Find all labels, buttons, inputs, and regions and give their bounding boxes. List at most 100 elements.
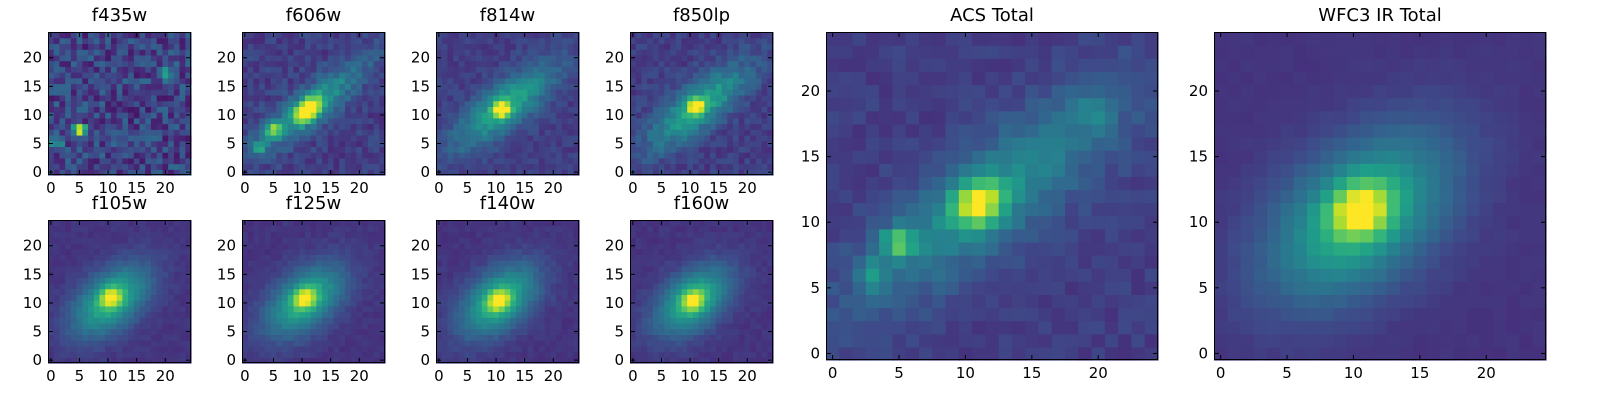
heatmap-cell <box>476 271 483 278</box>
heatmap-cell <box>379 294 386 301</box>
heatmap-cell <box>476 89 483 96</box>
heatmap-cell <box>344 317 352 324</box>
heatmap-cell <box>276 140 283 147</box>
heatmap-cell <box>755 66 763 73</box>
heatmap-cell <box>664 351 671 358</box>
heatmap-cell <box>681 54 688 62</box>
heatmap-cell <box>476 277 483 284</box>
heatmap-cell <box>53 357 61 364</box>
heatmap-cell <box>715 300 723 307</box>
heatmap-cell <box>561 54 569 62</box>
heatmap-cell <box>441 112 449 119</box>
heatmap-cell <box>82 294 89 301</box>
heatmap-cell <box>299 157 306 165</box>
heatmap-cell <box>99 66 106 73</box>
heatmap-cell <box>276 146 283 153</box>
heatmap-cell <box>264 32 272 39</box>
heatmap-cell <box>344 43 352 50</box>
heatmap-cell <box>521 60 529 67</box>
heatmap-cell <box>647 157 654 165</box>
heatmap-cell <box>356 322 363 330</box>
y-tick-label: 5 <box>32 135 42 153</box>
heatmap-cell <box>744 37 751 45</box>
heatmap-cell <box>692 340 700 347</box>
heatmap-cell <box>441 242 449 250</box>
heatmap-cell <box>447 305 454 313</box>
heatmap-cell <box>675 129 683 136</box>
heatmap-cell <box>327 277 335 284</box>
heatmap-cell <box>99 117 106 125</box>
heatmap-cell <box>761 340 768 347</box>
heatmap-cell <box>150 134 158 142</box>
heatmap-cell <box>282 305 289 313</box>
heatmap-cell <box>362 265 369 273</box>
heatmap-cell <box>150 94 158 102</box>
heatmap-cell <box>150 351 158 358</box>
heatmap-cell <box>658 311 665 318</box>
heatmap-cell <box>561 106 569 113</box>
heatmap-cell <box>339 277 346 284</box>
heatmap-cell <box>527 83 534 90</box>
heatmap-cell <box>521 265 529 273</box>
heatmap-cell <box>247 288 255 295</box>
heatmap-cell <box>299 152 306 159</box>
heatmap-cell <box>116 220 123 227</box>
heatmap-cell <box>721 152 728 159</box>
heatmap-cell <box>145 129 152 136</box>
heatmap-cell <box>59 123 66 130</box>
heatmap-cell <box>692 106 700 113</box>
heatmap-cell <box>738 357 745 364</box>
heatmap-cell <box>647 89 654 96</box>
heatmap-cell <box>76 300 83 307</box>
heatmap-cell <box>53 112 61 119</box>
heatmap-cell <box>93 152 101 159</box>
heatmap-cell <box>116 351 123 358</box>
heatmap-cell <box>48 225 55 233</box>
heatmap-cell <box>168 100 175 107</box>
heatmap-cell <box>670 146 677 153</box>
heatmap-cell <box>53 351 61 358</box>
heatmap-cell <box>635 49 643 56</box>
heatmap-cell <box>168 146 175 153</box>
heatmap-cell <box>761 106 768 113</box>
x-tick-label: 15 <box>515 367 534 385</box>
heatmap-cell <box>567 134 574 142</box>
heatmap-cell <box>567 83 574 90</box>
heatmap-cell <box>293 351 300 358</box>
heatmap-cell <box>493 248 500 255</box>
heatmap-cell <box>447 282 454 290</box>
heatmap-cell <box>242 277 249 284</box>
heatmap-cell <box>664 72 671 79</box>
heatmap-cell <box>168 357 175 364</box>
heatmap-cell <box>464 322 471 330</box>
heatmap-cell <box>316 37 323 45</box>
heatmap-cell <box>544 129 551 136</box>
heatmap-cell <box>247 248 255 255</box>
heatmap-cell <box>641 152 648 159</box>
heatmap-cell <box>344 231 352 238</box>
heatmap-cell <box>687 300 694 307</box>
heatmap-cell <box>150 282 158 290</box>
heatmap-cell <box>464 271 471 278</box>
heatmap-cell <box>293 163 300 170</box>
heatmap-cell <box>93 134 101 142</box>
heatmap-cell <box>727 305 734 313</box>
heatmap-cell <box>710 89 717 96</box>
heatmap-cell <box>527 277 534 284</box>
heatmap-cell <box>122 66 129 73</box>
heatmap-cell <box>732 94 740 102</box>
heatmap-cell <box>362 163 369 170</box>
heatmap-cell <box>744 94 751 102</box>
heatmap-cell <box>379 265 386 273</box>
heatmap-cell <box>59 117 66 125</box>
heatmap-cell <box>356 117 363 125</box>
heatmap-cell <box>561 294 569 301</box>
heatmap-cell <box>128 317 135 324</box>
heatmap-cell <box>333 83 340 90</box>
heatmap-cell <box>476 345 483 353</box>
y-tick-label: 5 <box>420 323 430 341</box>
heatmap-cell <box>99 300 106 307</box>
heatmap-cell <box>322 282 329 290</box>
heatmap-cell <box>99 54 106 62</box>
heatmap-cell <box>162 294 169 301</box>
